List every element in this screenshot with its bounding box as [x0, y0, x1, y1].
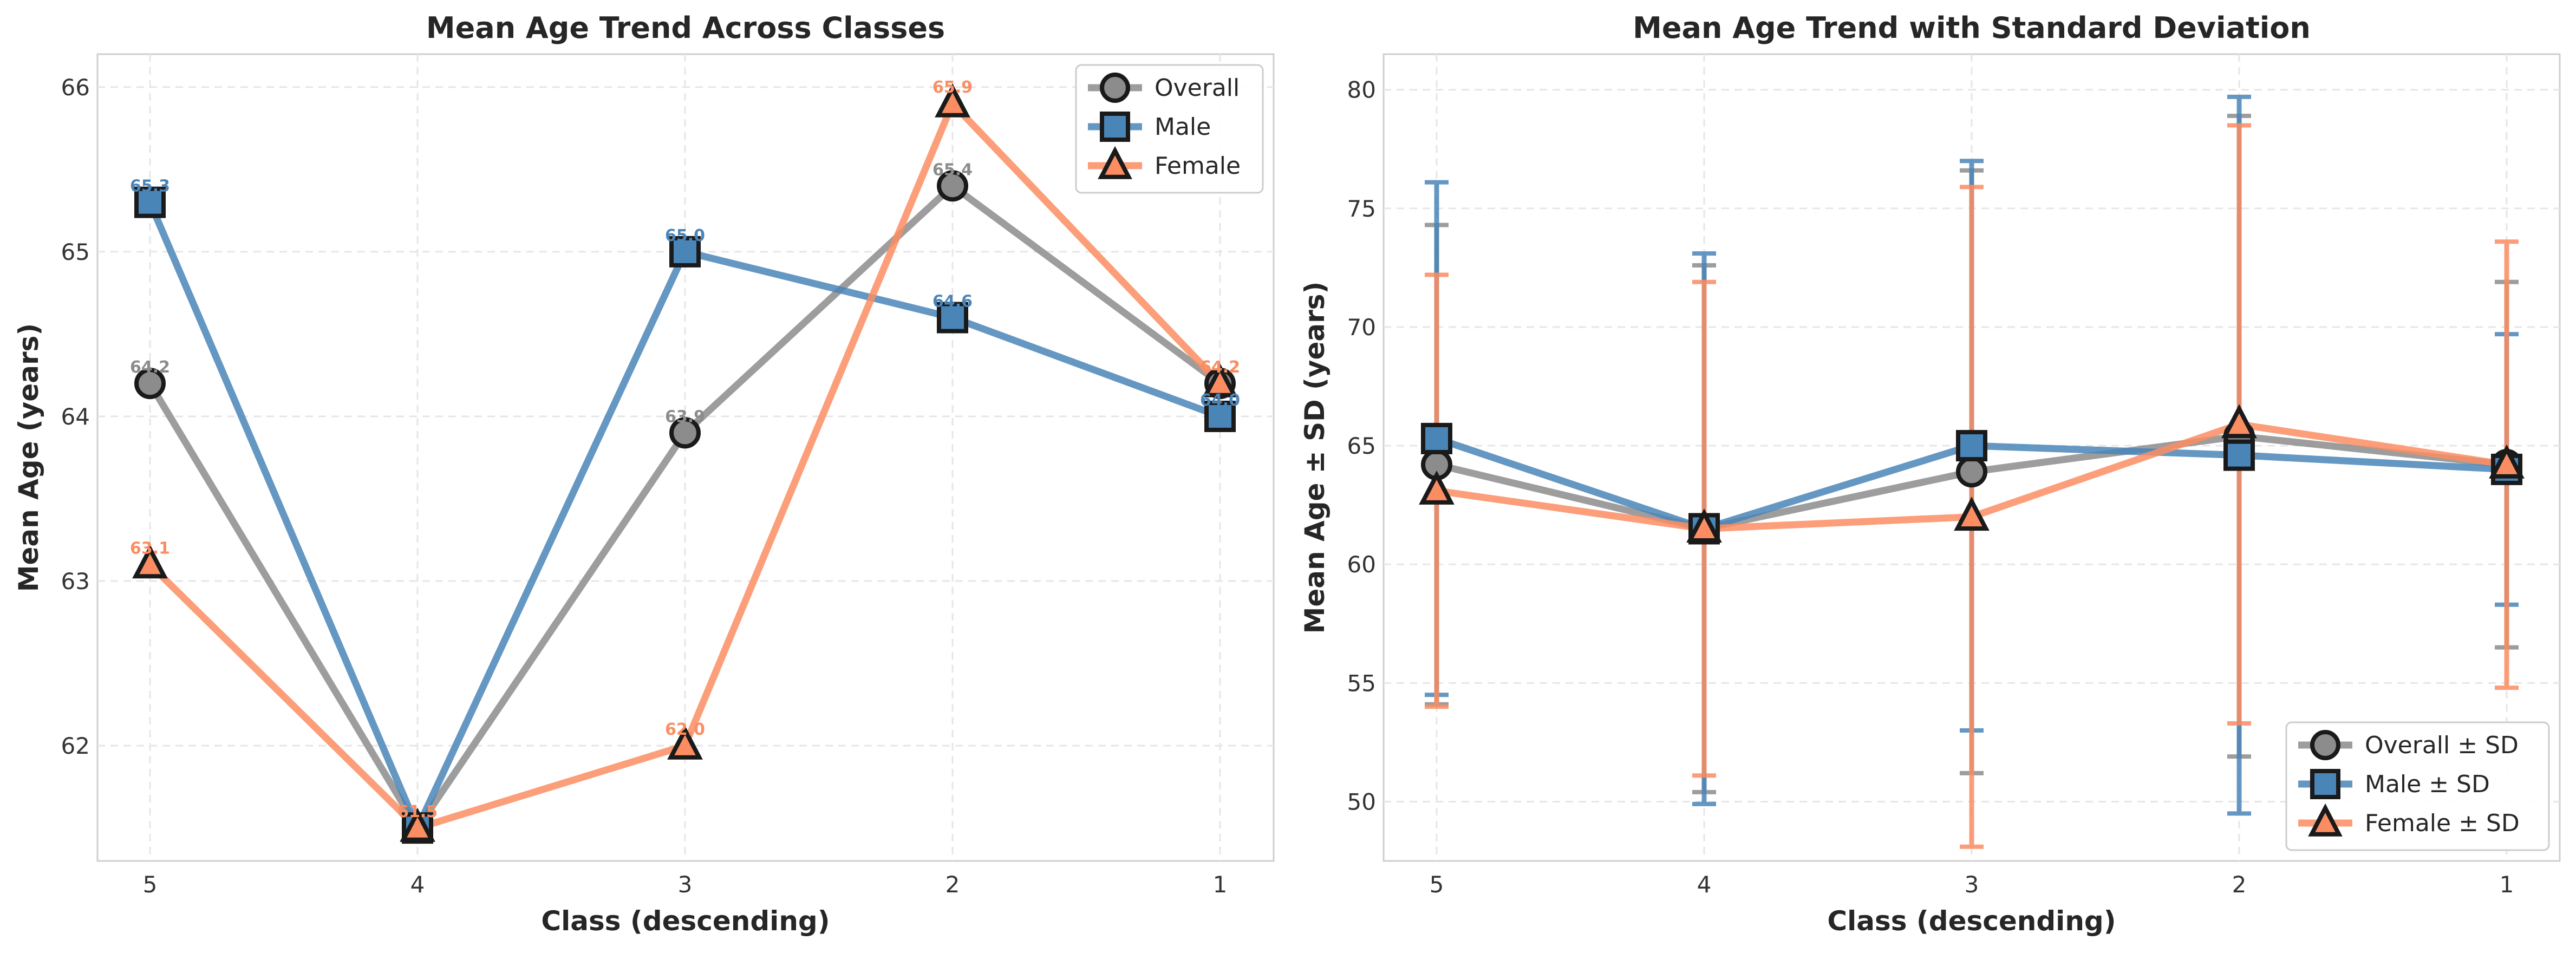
legend-left: Overall Male Female [1075, 64, 1264, 194]
x-tick-label: 2 [945, 871, 960, 898]
legend-entry: Female [1155, 152, 1241, 180]
x-tick-label: 1 [1213, 871, 1228, 898]
x-tick-label: 5 [1430, 871, 1444, 898]
legend-marker [2308, 803, 2343, 837]
y-tick-label: 70 [1347, 314, 1376, 341]
data-point [937, 302, 968, 334]
data-point [134, 368, 166, 400]
data-labels-left: 64.261.563.965.464.265.361.565.064.664.0… [130, 78, 1240, 821]
data-point [667, 725, 703, 760]
data-label: 65.4 [932, 160, 973, 179]
data-point [1419, 470, 1455, 505]
chart-right-mean-age-sd: 50 55 60 65 70 75 80 5 4 3 2 1 Mean Age Trend with … [1299, 11, 2561, 937]
chart-title-right: Mean Age Trend with Standard Deviation [1633, 11, 2311, 45]
data-point [669, 417, 701, 449]
series-right [1419, 94, 2525, 849]
data-label: 64.2 [1200, 358, 1240, 377]
legend-entry: Male [1155, 113, 1211, 141]
data-point [2221, 404, 2257, 439]
x-tick-label: 5 [143, 871, 158, 898]
chart-title-left: Mean Age Trend Across Classes [426, 11, 945, 45]
y-tick-label: 75 [1347, 195, 1376, 222]
y-tick-label: 50 [1347, 788, 1376, 815]
y-tick-label: 65 [61, 239, 90, 265]
gridlines-left [97, 54, 1274, 861]
legend-marker [1100, 73, 1130, 103]
data-label: 61.5 [397, 802, 438, 821]
legend-entry: Overall [1155, 74, 1240, 102]
data-point [1686, 508, 1722, 543]
data-point [2489, 444, 2525, 479]
x-axis-label-right: Class (descending) [1827, 905, 2116, 937]
data-label: 65.3 [130, 177, 170, 196]
series-left [132, 83, 1238, 844]
legend-right: Overall ± SD Male ± SD Female ± SD [2285, 721, 2550, 851]
y-tick-label: 60 [1347, 551, 1376, 578]
data-point [134, 186, 166, 218]
x-tick-label: 3 [1965, 871, 1979, 898]
y-tick-label: 65 [1347, 433, 1376, 459]
legend-entry: Male ± SD [2365, 771, 2490, 798]
y-tick-label: 62 [61, 733, 90, 759]
data-label: 63.1 [130, 539, 170, 558]
y-axis-label-left: Mean Age (years) [13, 323, 44, 592]
data-point [937, 170, 968, 202]
ticks-right: 50 55 60 65 70 75 80 5 4 3 2 1 [1347, 77, 2514, 898]
data-label: 64.2 [1200, 358, 1240, 377]
y-tick-label: 64 [61, 403, 90, 430]
y-axis-label-right: Mean Age ± SD (years) [1299, 282, 1331, 634]
legend-marker [1100, 112, 1130, 142]
data-point [935, 83, 970, 118]
data-label: 64.6 [932, 292, 973, 311]
data-point [132, 544, 168, 579]
data-label: 62.0 [665, 720, 705, 739]
legend-marker [2310, 769, 2340, 799]
data-label: 61.5 [397, 802, 438, 821]
data-label: 65.0 [665, 226, 705, 245]
y-tick-label: 80 [1347, 77, 1376, 103]
data-label: 64.0 [1200, 391, 1240, 410]
data-point [1956, 430, 1987, 462]
data-point [1421, 422, 1452, 454]
data-label: 64.2 [130, 358, 170, 377]
legend-marker [2310, 730, 2340, 760]
y-tick-label: 66 [61, 74, 90, 101]
legend-marker [1098, 146, 1132, 179]
y-tick-label: 63 [61, 568, 90, 595]
data-label: 65.9 [932, 78, 973, 97]
data-label: 61.5 [397, 802, 438, 821]
legend-box [2285, 721, 2550, 851]
data-label: 63.9 [665, 407, 705, 426]
data-point [1202, 363, 1238, 397]
data-point [1204, 400, 1236, 432]
x-axis-label-left: Class (descending) [541, 905, 830, 937]
data-point [2223, 439, 2255, 471]
chart-left-mean-age: 64.261.563.965.464.265.361.565.064.664.0… [13, 11, 1275, 937]
legend-entry: Overall ± SD [2365, 732, 2519, 759]
data-point [400, 807, 435, 842]
legend-entry: Female ± SD [2365, 810, 2520, 837]
y-tick-label: 55 [1347, 670, 1376, 696]
x-tick-label: 1 [2500, 871, 2514, 898]
x-tick-label: 3 [678, 871, 693, 898]
data-point [669, 236, 701, 267]
data-point [1956, 456, 1987, 488]
x-tick-label: 2 [2232, 871, 2247, 898]
ticks-left: 62 63 64 65 66 5 4 3 2 1 [61, 74, 1228, 898]
x-tick-label: 4 [1697, 871, 1712, 898]
x-tick-label: 4 [410, 871, 425, 898]
data-point [1954, 497, 1990, 531]
